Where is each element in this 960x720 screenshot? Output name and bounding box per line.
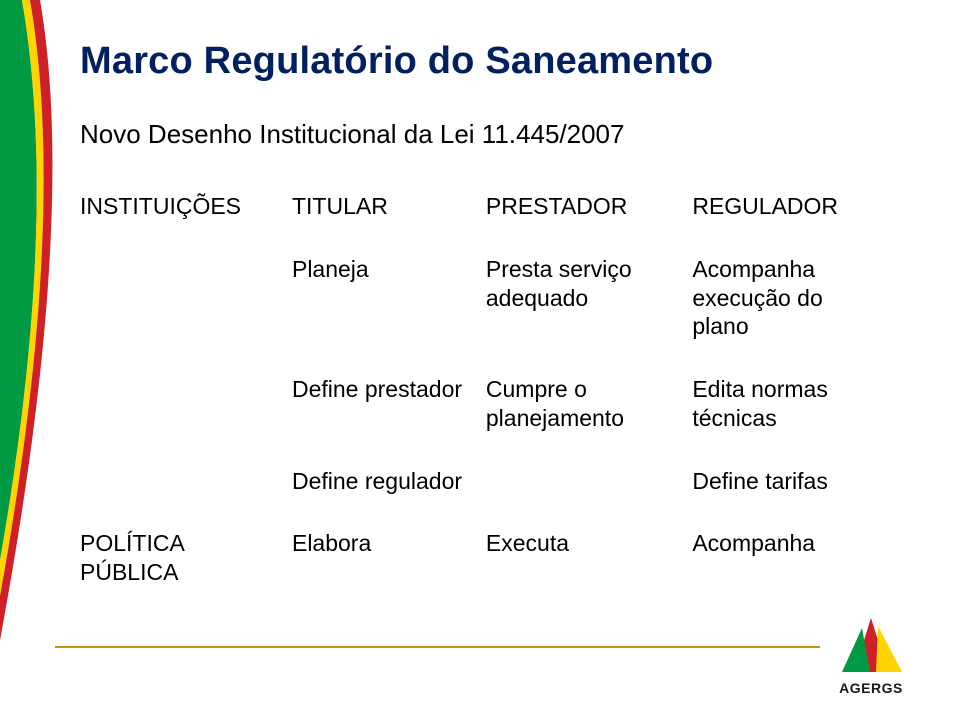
- col-header: TITULAR: [292, 192, 486, 255]
- cell: Edita normas técnicas: [692, 375, 900, 467]
- cell: [486, 467, 692, 530]
- cell: Presta serviço adequado: [486, 255, 692, 375]
- row-label: [80, 255, 292, 375]
- slide-subtitle: Novo Desenho Institucional da Lei 11.445…: [80, 119, 900, 150]
- row-label-text: POLÍTICA PÚBLICA: [80, 529, 240, 587]
- slide: Marco Regulatório do Saneamento Novo Des…: [0, 0, 960, 720]
- logo-icon: [828, 616, 914, 678]
- cell: Elabora: [292, 529, 486, 621]
- col-header: PRESTADOR: [486, 192, 692, 255]
- table-row: Define prestador Cumpre o planejamento E…: [80, 375, 900, 467]
- logo-text: AGERGS: [816, 680, 926, 696]
- cell: Define prestador: [292, 375, 486, 467]
- cell: Define regulador: [292, 467, 486, 530]
- row-label: [80, 375, 292, 467]
- cell: Planeja: [292, 255, 486, 375]
- content-table: INSTITUIÇÕES TITULAR PRESTADOR REGULADOR…: [80, 192, 900, 621]
- col-header: REGULADOR: [692, 192, 900, 255]
- slide-title: Marco Regulatório do Saneamento: [80, 40, 900, 83]
- cell: Cumpre o planejamento: [486, 375, 692, 467]
- row-label: POLÍTICA PÚBLICA: [80, 529, 292, 621]
- cell: Acompanha: [692, 529, 900, 621]
- cell: Define tarifas: [692, 467, 900, 530]
- table-row: POLÍTICA PÚBLICA Elabora Executa Acompan…: [80, 529, 900, 621]
- agergs-logo: AGERGS: [816, 616, 926, 696]
- divider-line: [55, 646, 820, 648]
- table-row: Planeja Presta serviço adequado Acompanh…: [80, 255, 900, 375]
- row-label: INSTITUIÇÕES: [80, 192, 292, 255]
- cell: Acompanha execução do plano: [692, 255, 900, 375]
- row-label: [80, 467, 292, 530]
- cell: Executa: [486, 529, 692, 621]
- table-header-row: INSTITUIÇÕES TITULAR PRESTADOR REGULADOR: [80, 192, 900, 255]
- table-row: Define regulador Define tarifas: [80, 467, 900, 530]
